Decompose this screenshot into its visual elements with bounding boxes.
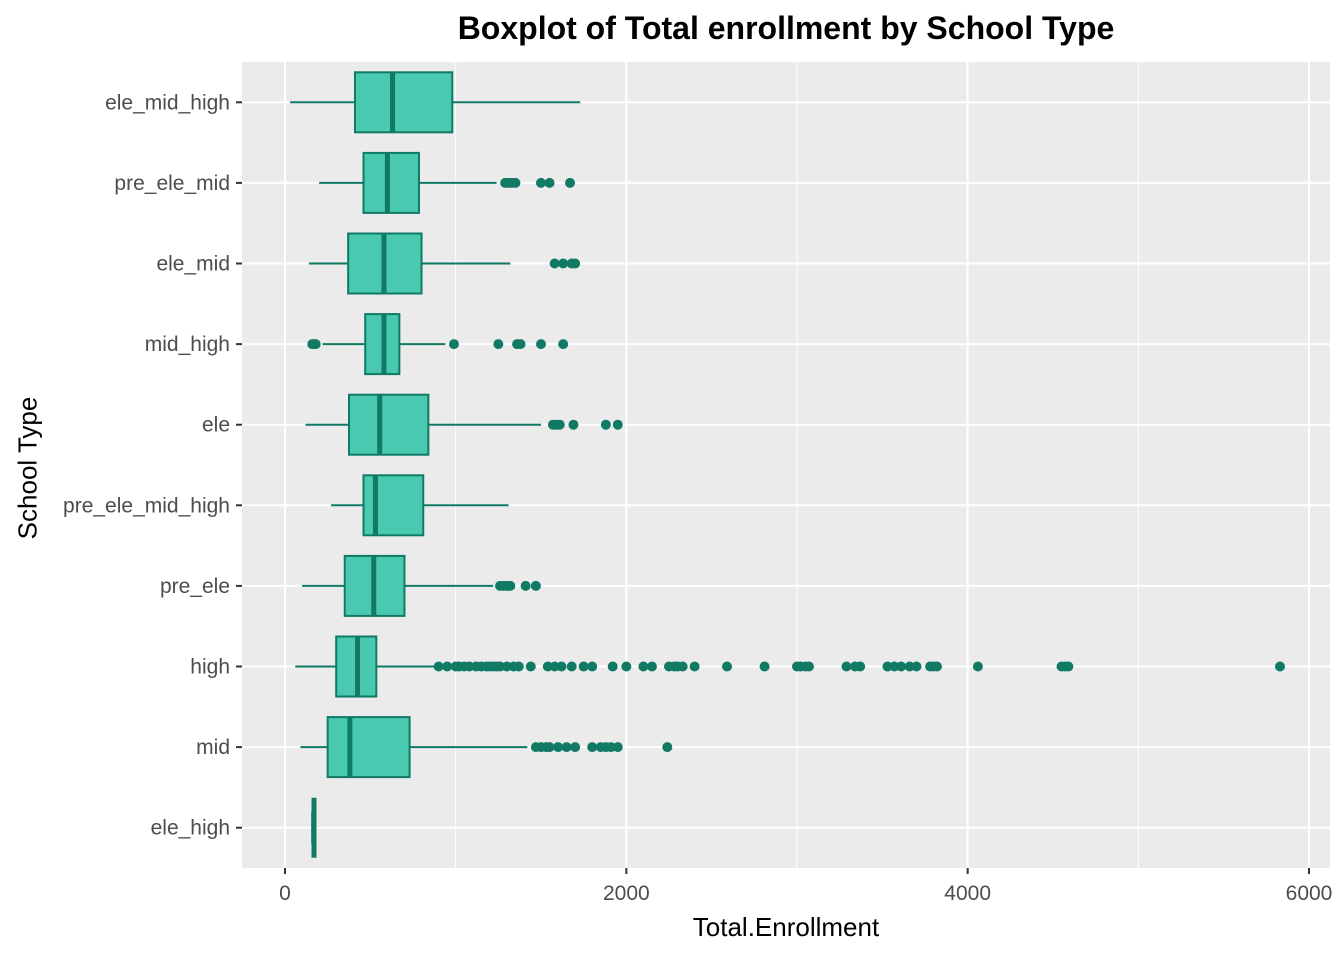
outlier-point [587,661,598,672]
outlier-point [530,580,541,591]
outlier-point [600,419,611,430]
outlier-point [505,580,516,591]
x-axis-label: Total.Enrollment [692,912,880,942]
outlier-point [513,661,524,672]
y-axis-label: School Type [12,396,43,540]
outlier-point [621,661,632,672]
outlier-point [638,661,649,672]
outlier-point [525,661,536,672]
outlier-point [544,177,555,188]
y-tick-label: pre_ele [160,575,230,598]
outlier-point [689,661,700,672]
outlier-point [855,661,866,672]
outlier-point [911,661,922,672]
outlier-point [568,419,579,430]
outlier-point [566,661,577,672]
outlier-point [558,258,569,269]
outlier-point [803,661,814,672]
outlier-point [1063,661,1074,672]
outlier-point [896,661,907,672]
outlier-point [662,742,673,753]
y-tick-label: high [190,656,230,679]
outlier-point [558,339,569,350]
outlier-point [578,661,589,672]
box-pre_ele_mid_high [362,474,425,537]
plot-panel [242,62,1330,868]
box-ele [348,393,430,456]
outlier-point [553,742,564,753]
outlier-point [433,661,444,672]
x-tick-label: 6000 [1286,882,1333,905]
outlier-point [646,661,657,672]
box-ele_mid_high [353,71,454,134]
outlier-point [677,661,688,672]
outlier-point [931,661,942,672]
box-mid [326,716,411,779]
outlier-point [510,177,521,188]
outlier-point [607,661,618,672]
outlier-point [561,742,572,753]
outlier-point [448,339,459,350]
outlier-point [493,339,504,350]
box-pre_ele_mid [362,151,420,214]
outlier-point [554,419,565,430]
y-tick-label: mid [196,736,230,759]
outlier-point [544,742,555,753]
outlier-point [759,661,770,672]
y-tick-label: ele_mid_high [105,91,230,114]
outlier-point [612,419,623,430]
outlier-point [587,742,598,753]
outlier-point [612,742,623,753]
outlier-point [570,258,581,269]
outlier-point [536,177,546,188]
outlier-point [841,661,852,672]
x-tick-label: 2000 [603,882,650,905]
outlier-point [570,742,581,753]
y-tick-label: mid_high [145,333,230,356]
outlier-point [549,258,560,269]
y-tick-label: ele_mid [156,253,230,276]
y-tick-label: pre_ele_mid [114,172,230,195]
outlier-point [310,339,321,350]
outlier-point [556,661,567,672]
chart-title: Boxplot of Total enrollment by School Ty… [457,10,1115,46]
outlier-point [536,339,546,350]
outlier-point [515,339,526,350]
outlier-point [520,580,531,591]
outlier-point [722,661,733,672]
x-tick-label: 0 [279,882,291,905]
outlier-point [442,661,453,672]
outlier-point [1274,661,1285,672]
outlier-point [972,661,983,672]
y-tick-label: ele_high [151,817,230,840]
x-tick-label: 4000 [944,882,991,905]
y-tick-label: pre_ele_mid_high [63,494,230,517]
y-tick-label: ele [202,414,230,437]
outlier-point [565,177,576,188]
